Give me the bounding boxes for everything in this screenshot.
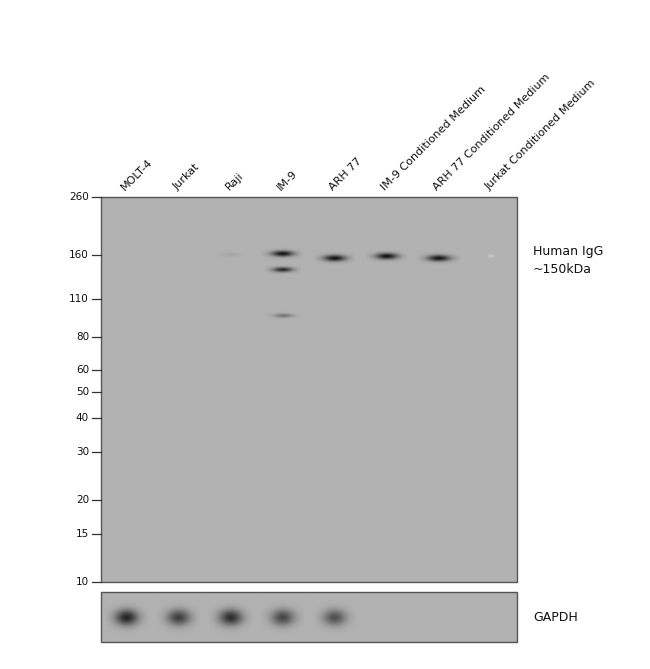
Text: 30: 30: [76, 448, 89, 458]
Text: 80: 80: [76, 332, 89, 341]
Text: 60: 60: [76, 365, 89, 375]
Text: Jurkat: Jurkat: [172, 162, 202, 192]
Bar: [101, 197, 517, 582]
Text: 50: 50: [76, 387, 89, 397]
Text: 20: 20: [76, 495, 89, 505]
Text: Raji: Raji: [224, 171, 245, 192]
Text: IM-9: IM-9: [276, 168, 300, 192]
Text: Human IgG: Human IgG: [533, 246, 603, 258]
Text: ARH 77: ARH 77: [328, 156, 364, 192]
Text: Jurkat Conditioned Medium: Jurkat Conditioned Medium: [484, 78, 598, 192]
Text: 110: 110: [70, 294, 89, 304]
Text: IM-9 Conditioned Medium: IM-9 Conditioned Medium: [380, 84, 488, 192]
Text: ~150kDa: ~150kDa: [533, 263, 592, 276]
Text: 15: 15: [76, 529, 89, 539]
Text: ARH 77 Conditioned Medium: ARH 77 Conditioned Medium: [432, 72, 552, 192]
Text: GAPDH: GAPDH: [533, 611, 578, 624]
Text: 260: 260: [70, 193, 89, 202]
Text: 40: 40: [76, 413, 89, 423]
Text: 10: 10: [76, 577, 89, 587]
Text: MOLT-4: MOLT-4: [120, 157, 155, 192]
Bar: [101, 592, 517, 642]
Text: 160: 160: [70, 250, 89, 260]
